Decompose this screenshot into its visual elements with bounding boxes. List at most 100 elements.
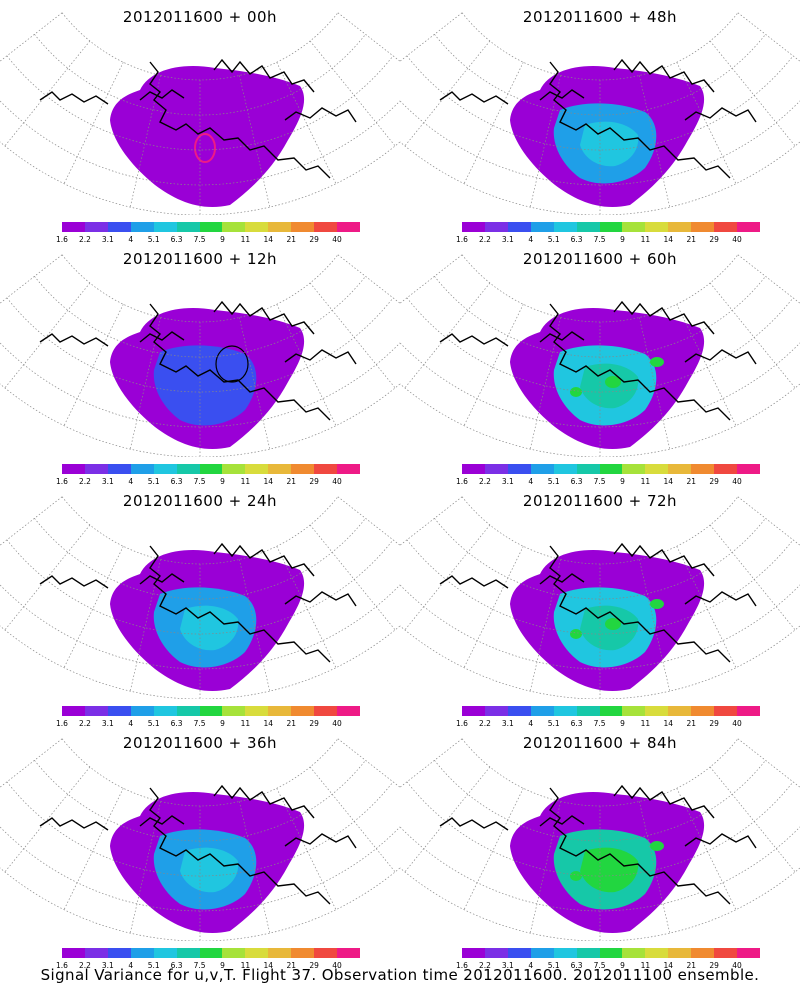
colorbar-swatch <box>107 948 131 958</box>
colorbar-tick-label: 4 <box>128 719 134 728</box>
colorbar-labels: 1.6 2.2 3.1 4 5.1 6.3 7.5 9 11 14 21 29 40 <box>54 961 366 971</box>
colorbar-tick-label: 6.3 <box>570 719 583 728</box>
colorbar-tick-label: 21 <box>686 719 696 728</box>
colorbar-swatch <box>622 222 646 232</box>
colorbar-tick-label: 21 <box>286 719 296 728</box>
colorbar-tick-label: 4 <box>128 477 134 486</box>
colorbar <box>462 706 760 716</box>
colorbar-swatch <box>691 222 715 232</box>
colorbar-tick-label: 3.1 <box>101 719 114 728</box>
colorbar-tick-label: 7.5 <box>193 235 206 244</box>
variance-field <box>510 792 705 934</box>
variance-region-outer <box>110 66 305 208</box>
colorbar-tick-label: 1.6 <box>56 719 68 728</box>
colorbar <box>62 706 360 716</box>
colorbar-swatch <box>176 222 200 232</box>
colorbar-tick-label: 5.1 <box>547 477 560 486</box>
colorbar-tick-label: 40 <box>332 235 342 244</box>
colorbar-tick-label: 2.2 <box>478 235 491 244</box>
colorbar-tick-label: 9 <box>220 477 225 486</box>
colorbar-tick-label: 40 <box>732 719 742 728</box>
colorbar-swatch <box>645 464 669 474</box>
colorbar-swatch <box>153 948 177 958</box>
colorbar-swatch <box>222 948 246 958</box>
variance-field <box>510 550 705 692</box>
colorbar-tick-label: 7.5 <box>593 235 606 244</box>
colorbar-tick-label: 40 <box>732 235 742 244</box>
map-panel: 2012011600 + 24h 1.6 2.2 3.1 4 5.1 6.3 7.5 9 11 14… <box>0 484 400 728</box>
map-panel: 2012011600 + 00h 1.6 2.2 3.1 4 5.1 6.3 7.5 9 11 14… <box>0 0 400 244</box>
colorbar-tick-label: 2.2 <box>478 961 491 970</box>
colorbar-labels: 1.6 2.2 3.1 4 5.1 6.3 7.5 9 11 14 21 29 40 <box>454 235 766 245</box>
variance-field <box>110 792 305 934</box>
colorbar-swatch <box>668 948 692 958</box>
colorbar-tick-label: 3.1 <box>101 961 114 970</box>
colorbar-swatch <box>691 464 715 474</box>
colorbar-tick-label: 1.6 <box>56 477 68 486</box>
colorbar-tick-label: 14 <box>663 961 674 970</box>
colorbar-swatch <box>314 222 338 232</box>
colorbar-swatch <box>199 222 223 232</box>
colorbar-tick-label: 7.5 <box>593 961 606 970</box>
variance-field <box>110 66 305 208</box>
colorbar-tick-label: 1.6 <box>56 961 68 970</box>
colorbar-tick-label: 21 <box>686 235 696 244</box>
colorbar-swatch <box>199 464 223 474</box>
colorbar-tick-label: 40 <box>732 961 742 970</box>
panel-title: 2012011600 + 60h <box>522 250 678 268</box>
colorbar-labels: 1.6 2.2 3.1 4 5.1 6.3 7.5 9 11 14 21 29 40 <box>454 477 766 487</box>
colorbar-swatch <box>484 464 508 474</box>
variance-region-inner <box>580 121 639 167</box>
colorbar-swatch <box>268 948 292 958</box>
colorbar-tick-label: 2.2 <box>78 235 91 244</box>
colorbar-swatch <box>576 464 600 474</box>
colorbar-swatch <box>507 948 531 958</box>
colorbar-tick-label: 4 <box>528 477 534 486</box>
variance-field <box>510 308 705 450</box>
colorbar-swatch <box>62 222 85 232</box>
colorbar-swatch <box>245 464 269 474</box>
colorbar-tick-label: 6.3 <box>170 719 183 728</box>
colorbar-tick-label: 7.5 <box>193 719 206 728</box>
colorbar-swatch <box>599 464 623 474</box>
variance-region-peak <box>570 357 664 397</box>
colorbar-tick-label: 29 <box>309 235 319 244</box>
colorbar-swatch <box>245 706 269 716</box>
colorbar-tick-label: 14 <box>663 477 674 486</box>
panel-title: 2012011600 + 84h <box>522 734 678 752</box>
colorbar-swatch <box>153 222 177 232</box>
colorbar-swatch <box>462 222 485 232</box>
colorbar-tick-label: 4 <box>528 961 534 970</box>
colorbar-swatch <box>84 948 108 958</box>
colorbar-tick-label: 3.1 <box>101 477 114 486</box>
colorbar-tick-label: 1.6 <box>456 719 468 728</box>
variance-map <box>400 254 800 457</box>
colorbar-tick-label: 5.1 <box>547 961 560 970</box>
colorbar-tick-label: 29 <box>709 961 719 970</box>
colorbar-tick-label: 6.3 <box>570 235 583 244</box>
variance-map <box>0 496 400 699</box>
colorbar-swatch <box>268 222 292 232</box>
colorbar-tick-label: 21 <box>286 961 296 970</box>
observation-circle <box>215 345 249 383</box>
panel-title: 2012011600 + 48h <box>522 8 678 26</box>
colorbar-tick-label: 40 <box>332 719 342 728</box>
panel-title: 2012011600 + 72h <box>522 492 678 510</box>
map-panel: 2012011600 + 84h 1.6 2.2 3.1 4 5.1 6.3 7.5 9 11 14… <box>400 726 800 970</box>
colorbar <box>62 222 360 232</box>
colorbar-swatch <box>337 464 360 474</box>
map-panel: 2012011600 + 12h 1.6 2.2 3.1 4 5.1 6.3 7.5 9 11 14… <box>0 242 400 487</box>
colorbar-tick-label: 29 <box>709 719 719 728</box>
colorbar-swatch <box>645 948 669 958</box>
variance-map <box>0 738 400 941</box>
colorbar-labels: 1.6 2.2 3.1 4 5.1 6.3 7.5 9 11 14 21 29 40 <box>54 477 366 487</box>
colorbar-swatch <box>737 464 760 474</box>
colorbar-swatch <box>130 948 154 958</box>
colorbar-swatch <box>337 706 360 716</box>
colorbar-swatch <box>314 706 338 716</box>
colorbar-swatch <box>622 464 646 474</box>
colorbar-swatch <box>691 948 715 958</box>
graticule <box>0 496 400 699</box>
colorbar-tick-label: 14 <box>263 235 274 244</box>
colorbar-tick-label: 4 <box>528 719 534 728</box>
